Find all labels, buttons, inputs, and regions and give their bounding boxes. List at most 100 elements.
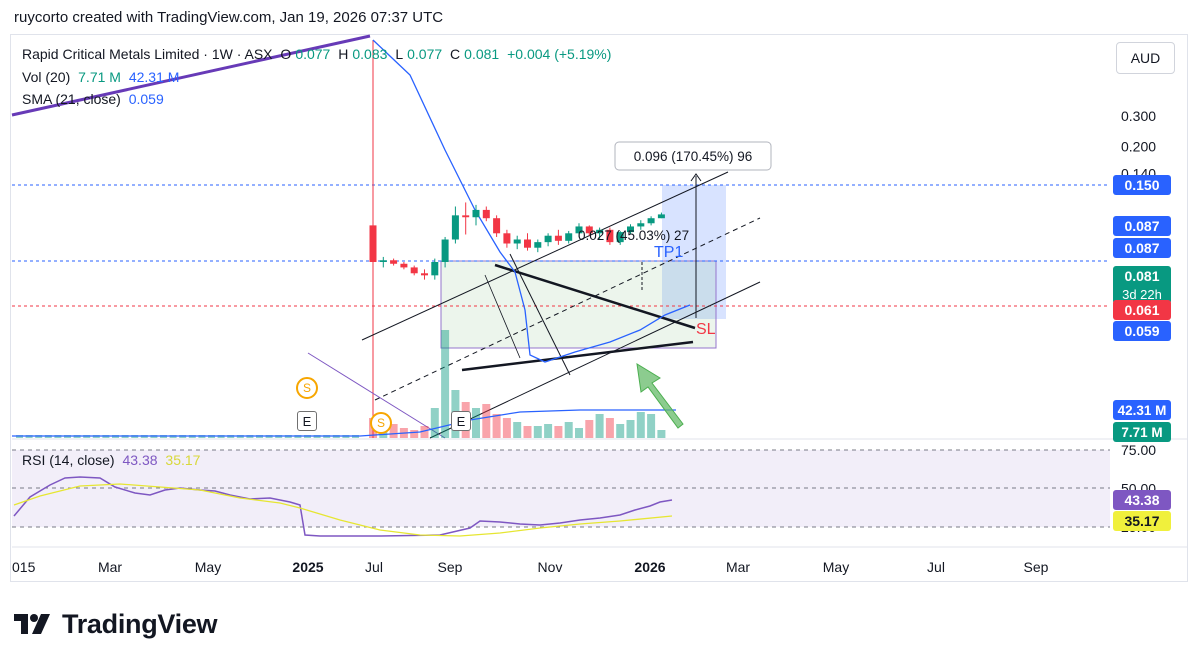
triangle-lower-line [461,340,694,372]
volume-bar-14 [513,422,522,438]
volume-bar-27 [647,414,656,438]
close-label: C [450,46,461,62]
volume-bar-7 [441,330,450,438]
change-value: +0.004 (+5.19%) [507,46,612,62]
green-arrow-annotation [636,363,684,429]
candle-body-3 [400,263,408,268]
volume-bar-18 [554,426,563,438]
price-label-2: 0.087 [1124,240,1159,256]
volume-bar-6 [430,408,439,438]
dividend-marker-1[interactable]: S [296,377,318,399]
candle-body-8 [451,215,459,240]
volume-bar-17 [544,424,553,438]
candle-body-9 [462,215,470,218]
sma-value: 0.059 [128,91,164,107]
volume-bar-13 [502,418,511,438]
measure-big-box [614,141,772,171]
channel-upper-line [361,171,729,341]
volume-bar-24 [616,424,625,438]
time-label-10: Jul [927,559,945,575]
candle-body-0 [369,225,377,262]
rsi-ma-line [13,483,673,537]
sma-line [372,39,691,363]
price-label-1: 0.087 [1124,218,1159,234]
channel-lower-line [429,281,761,439]
sl-label: SL [696,321,716,338]
candle-body-5 [421,273,428,276]
rsi-label-1: 35.17 [1124,513,1159,529]
volume-bar-12 [492,414,501,438]
price-label-3: 0.081 [1124,268,1159,284]
volume-bar-4 [410,430,419,438]
time-label-3: 2025 [292,559,323,575]
rsi-label-box-1 [1113,511,1171,531]
volume-bar-21 [585,420,594,438]
volume-bar-25 [626,420,635,438]
time-label-2: May [195,559,221,575]
volume-bar-26 [636,412,645,438]
candle-body-23 [606,229,614,243]
descending-line [307,352,446,439]
candle-body-21 [585,226,593,234]
rsi-label: RSI (14, close) [22,452,115,468]
long-target-zone [662,185,726,319]
price-label-box-2 [1113,238,1171,258]
attribution: ruycorto created with TradingView.com, J… [14,9,444,26]
high-label: H [338,46,349,62]
currency-button[interactable]: AUD [1116,42,1175,74]
volume-bar-11 [482,404,491,438]
candle-body-1 [379,260,387,262]
triangle-diagonal-2 [484,274,521,359]
rsi-tick-0: 75.00 [1121,442,1156,458]
rsi-legend: RSI (14, close) 43.38 35.17 [22,452,204,468]
time-axis: 015 Mar May 2025 Jul Sep Nov 2026 Mar May Jul Sep [12,559,1049,575]
candle-body-18 [554,235,562,241]
rsi-label-0: 43.38 [1124,492,1159,508]
price-tick-0: 0.300 [1121,108,1156,124]
range-box [440,260,717,349]
price-label-box-4 [1113,300,1171,320]
volume-bar-28 [657,430,666,438]
candle-body-16 [534,242,542,248]
price-label-box-0 [1113,175,1171,195]
measure-arrowhead-big [690,173,702,182]
volume-label: Vol (20) [22,69,71,85]
volume-ma-value: 42.31 M [128,69,180,85]
candle-body-24 [616,232,624,243]
tradingview-logo[interactable]: TradingView [14,606,218,642]
tp-label: TP1 [654,244,683,261]
low-value: 0.077 [407,46,443,62]
price-label-box-5 [1113,321,1171,341]
candle-body-12 [493,218,501,234]
volume-bar-23 [605,418,614,438]
close-value: 0.081 [464,46,500,62]
time-label-5: Sep [438,559,463,575]
candle-body-28 [657,214,665,219]
sma-legend: SMA (21, close) 0.059 [22,91,168,107]
candle-body-25 [627,226,634,233]
volume-bar-15 [523,426,532,438]
time-label-1: Mar [98,559,122,575]
open-label: O [280,46,292,62]
high-value: 0.083 [352,46,388,62]
candle-body-11 [482,209,490,219]
candle-body-15 [524,239,531,248]
candle-body-27 [647,218,655,224]
volume-bar-5 [420,426,429,438]
rsi-ma-value: 35.17 [165,452,201,468]
measure-small-label: 0.027 (45.03%) 27 [578,228,689,243]
price-label-box-1 [1113,216,1171,236]
earnings-marker-2[interactable]: E [451,411,471,431]
volume-label-box-0 [1113,400,1171,420]
volume-value: 7.71 M [78,69,121,85]
candle-body-26 [637,223,645,227]
candle-body-7 [441,239,449,262]
price-label-5: 0.059 [1124,323,1159,339]
dividend-marker-2[interactable]: S [370,412,392,434]
tradingview-logo-text: TradingView [62,608,218,639]
open-value: 0.077 [295,46,331,62]
earnings-marker-1[interactable]: E [297,411,317,431]
tradingview-logo-icon [14,614,50,634]
candle-body-6 [431,261,439,276]
